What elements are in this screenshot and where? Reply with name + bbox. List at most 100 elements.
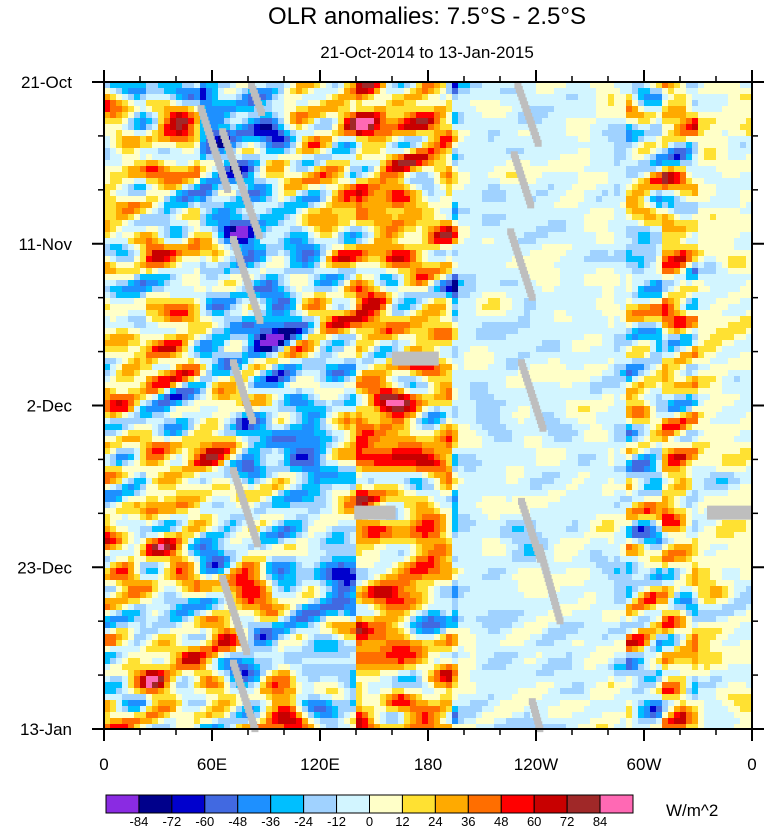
field-cell	[278, 160, 284, 166]
field-cell	[146, 250, 152, 256]
field-cell	[500, 358, 506, 364]
field-cell	[554, 382, 560, 388]
field-cell	[458, 118, 464, 124]
field-cell	[320, 418, 326, 424]
field-cell	[494, 208, 500, 214]
field-cell	[344, 262, 350, 268]
field-cell	[662, 400, 668, 406]
field-cell	[590, 238, 596, 244]
field-cell	[446, 394, 452, 400]
field-cell	[374, 208, 380, 214]
field-cell	[272, 178, 278, 184]
field-cell	[266, 322, 272, 328]
field-cell	[230, 208, 236, 214]
field-cell	[296, 322, 302, 328]
field-cell	[404, 292, 410, 298]
field-cell	[572, 250, 578, 256]
field-cell	[716, 262, 722, 268]
field-cell	[212, 244, 218, 250]
field-cell	[524, 142, 530, 148]
field-cell	[140, 322, 146, 328]
field-cell	[314, 226, 320, 232]
field-cell	[176, 346, 182, 352]
field-cell	[362, 256, 368, 262]
field-cell	[170, 124, 176, 130]
field-cell	[458, 406, 464, 412]
field-cell	[308, 256, 314, 262]
field-cell	[506, 406, 512, 412]
field-cell	[272, 142, 278, 148]
field-cell	[158, 214, 164, 220]
field-cell	[452, 418, 458, 424]
field-cell	[674, 364, 680, 370]
field-cell	[308, 412, 314, 418]
field-cell	[326, 232, 332, 238]
field-cell	[440, 130, 446, 136]
field-cell	[722, 202, 728, 208]
field-cell	[524, 352, 530, 358]
field-cell	[692, 118, 698, 124]
field-cell	[326, 328, 332, 334]
field-cell	[188, 418, 194, 424]
field-cell	[266, 280, 272, 286]
field-cell	[398, 208, 404, 214]
field-cell	[104, 244, 110, 250]
field-cell	[644, 154, 650, 160]
field-cell	[560, 262, 566, 268]
field-cell	[110, 154, 116, 160]
field-cell	[566, 322, 572, 328]
field-cell	[428, 130, 434, 136]
field-cell	[656, 286, 662, 292]
field-cell	[488, 274, 494, 280]
field-cell	[410, 226, 416, 232]
field-cell	[728, 178, 734, 184]
field-cell	[338, 184, 344, 190]
field-cell	[332, 418, 338, 424]
field-cell	[560, 130, 566, 136]
field-cell	[488, 340, 494, 346]
field-cell	[152, 376, 158, 382]
field-cell	[332, 352, 338, 358]
field-cell	[674, 292, 680, 298]
field-cell	[590, 346, 596, 352]
field-cell	[452, 148, 458, 154]
field-cell	[404, 184, 410, 190]
field-cell	[482, 256, 488, 262]
field-cell	[458, 310, 464, 316]
field-cell	[278, 352, 284, 358]
field-cell	[272, 124, 278, 130]
field-cell	[656, 184, 662, 190]
field-cell	[428, 322, 434, 328]
field-cell	[464, 166, 470, 172]
field-cell	[350, 202, 356, 208]
field-cell	[542, 226, 548, 232]
field-cell	[728, 388, 734, 394]
field-cell	[656, 250, 662, 256]
field-cell	[542, 400, 548, 406]
field-cell	[356, 256, 362, 262]
field-cell	[140, 256, 146, 262]
field-cell	[350, 394, 356, 400]
field-cell	[566, 364, 572, 370]
field-cell	[464, 136, 470, 142]
field-cell	[452, 244, 458, 250]
field-cell	[476, 334, 482, 340]
field-cell	[392, 160, 398, 166]
field-cell	[482, 262, 488, 268]
field-cell	[182, 178, 188, 184]
field-cell	[506, 292, 512, 298]
field-cell	[254, 124, 260, 130]
field-cell	[380, 274, 386, 280]
field-cell	[602, 358, 608, 364]
field-cell	[302, 160, 308, 166]
field-cell	[224, 328, 230, 334]
field-cell	[518, 220, 524, 226]
field-cell	[176, 112, 182, 118]
field-cell	[506, 424, 512, 430]
field-cell	[326, 238, 332, 244]
field-cell	[692, 376, 698, 382]
field-cell	[530, 310, 536, 316]
field-cell	[302, 112, 308, 118]
field-cell	[566, 250, 572, 256]
field-cell	[476, 340, 482, 346]
